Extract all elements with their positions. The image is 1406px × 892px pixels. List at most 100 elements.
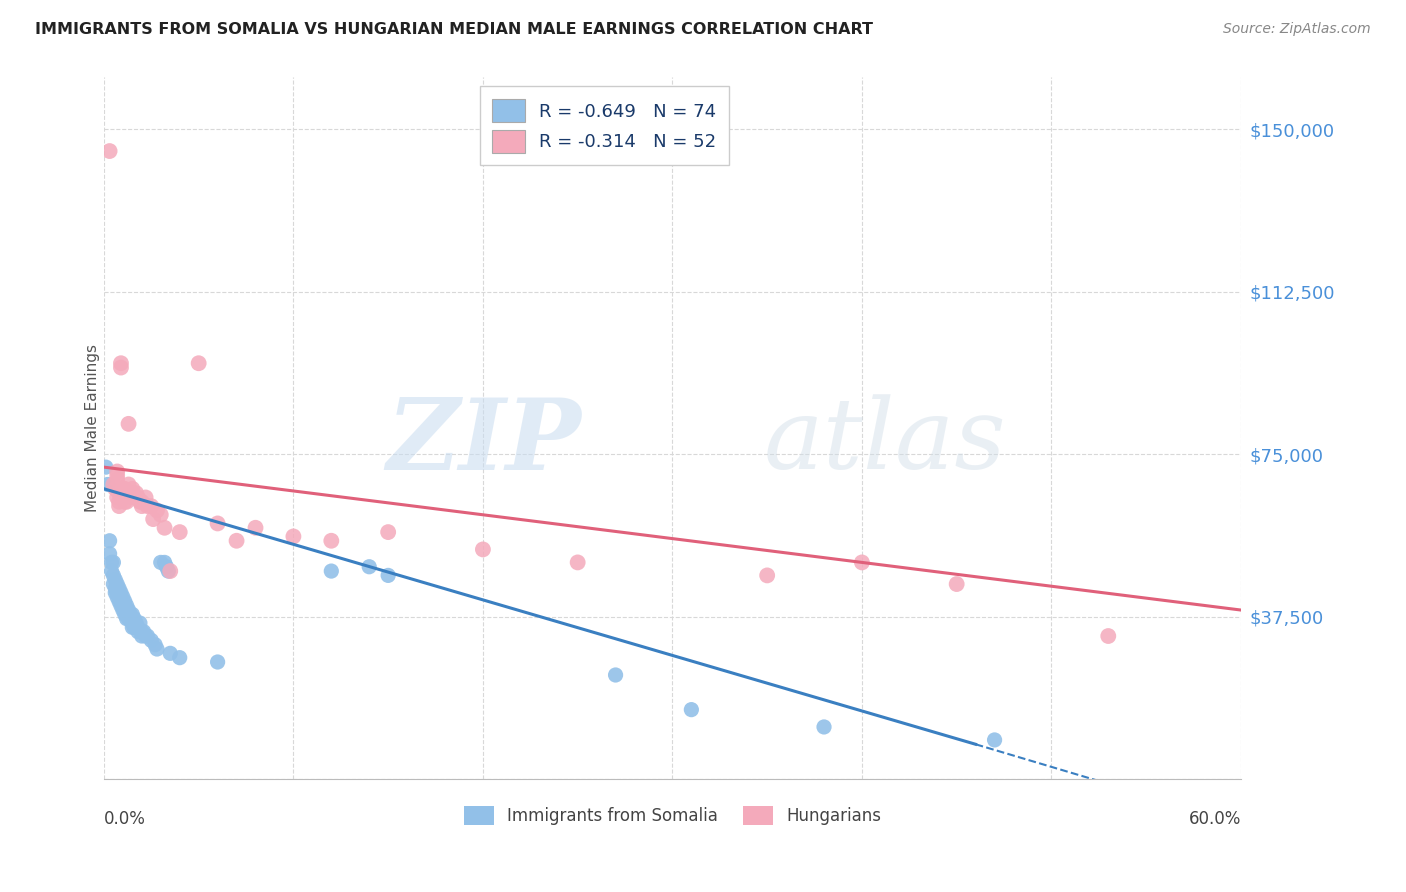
Point bbox=[1097, 629, 1119, 643]
Point bbox=[283, 529, 305, 543]
Text: Source: ZipAtlas.com: Source: ZipAtlas.com bbox=[1223, 22, 1371, 37]
Point bbox=[108, 495, 131, 509]
Point bbox=[122, 615, 145, 630]
Text: ZIP: ZIP bbox=[387, 394, 582, 491]
Point bbox=[135, 629, 157, 643]
Point bbox=[121, 482, 143, 496]
Point bbox=[111, 491, 134, 505]
Point bbox=[605, 668, 627, 682]
Point bbox=[136, 499, 159, 513]
Point bbox=[169, 525, 191, 540]
Point bbox=[129, 495, 152, 509]
Legend: Immigrants from Somalia, Hungarians: Immigrants from Somalia, Hungarians bbox=[456, 797, 890, 834]
Point bbox=[108, 585, 131, 599]
Point bbox=[321, 533, 343, 548]
Text: IMMIGRANTS FROM SOMALIA VS HUNGARIAN MEDIAN MALE EARNINGS CORRELATION CHART: IMMIGRANTS FROM SOMALIA VS HUNGARIAN MED… bbox=[35, 22, 873, 37]
Point bbox=[115, 607, 138, 622]
Point bbox=[111, 599, 134, 613]
Point bbox=[105, 473, 128, 487]
Point bbox=[125, 486, 148, 500]
Point bbox=[111, 594, 134, 608]
Point bbox=[159, 646, 181, 660]
Point bbox=[114, 491, 136, 505]
Point bbox=[127, 620, 149, 634]
Point bbox=[567, 556, 589, 570]
Point bbox=[127, 491, 149, 505]
Point bbox=[120, 486, 142, 500]
Point bbox=[155, 559, 177, 574]
Point bbox=[114, 603, 136, 617]
Point bbox=[104, 482, 127, 496]
Point bbox=[131, 495, 153, 509]
Point bbox=[115, 612, 138, 626]
Point bbox=[121, 620, 143, 634]
Point bbox=[121, 486, 143, 500]
Point bbox=[471, 542, 494, 557]
Point bbox=[120, 607, 142, 622]
Point bbox=[149, 556, 172, 570]
Point bbox=[813, 720, 835, 734]
Point bbox=[98, 533, 121, 548]
Point bbox=[153, 521, 176, 535]
Point bbox=[105, 468, 128, 483]
Point bbox=[111, 603, 134, 617]
Point bbox=[100, 564, 122, 578]
Point bbox=[321, 564, 343, 578]
Point bbox=[131, 499, 153, 513]
Point bbox=[121, 615, 143, 630]
Point bbox=[117, 417, 139, 431]
Point bbox=[129, 615, 152, 630]
Point bbox=[103, 568, 125, 582]
Point bbox=[127, 624, 149, 639]
Point bbox=[110, 360, 132, 375]
Y-axis label: Median Male Earnings: Median Male Earnings bbox=[86, 344, 100, 512]
Point bbox=[108, 594, 131, 608]
Point bbox=[131, 624, 153, 639]
Point bbox=[125, 620, 148, 634]
Text: atlas: atlas bbox=[763, 394, 1007, 490]
Point bbox=[110, 594, 132, 608]
Point bbox=[122, 620, 145, 634]
Point bbox=[105, 590, 128, 604]
Point bbox=[104, 582, 127, 596]
Point bbox=[98, 144, 121, 158]
Point bbox=[157, 564, 180, 578]
Point bbox=[149, 508, 172, 522]
Point bbox=[110, 599, 132, 613]
Point bbox=[108, 499, 131, 513]
Point bbox=[114, 594, 136, 608]
Point bbox=[110, 585, 132, 599]
Point bbox=[104, 573, 127, 587]
Point bbox=[111, 482, 134, 496]
Point bbox=[114, 495, 136, 509]
Point bbox=[111, 590, 134, 604]
Point bbox=[143, 638, 166, 652]
Point bbox=[135, 491, 157, 505]
Point bbox=[108, 590, 131, 604]
Point bbox=[103, 556, 125, 570]
Point bbox=[207, 516, 229, 531]
Point bbox=[117, 607, 139, 622]
Point bbox=[103, 577, 125, 591]
Point bbox=[153, 556, 176, 570]
Point bbox=[121, 607, 143, 622]
Text: 60.0%: 60.0% bbox=[1188, 811, 1241, 829]
Point bbox=[114, 607, 136, 622]
Point bbox=[377, 525, 399, 540]
Point bbox=[169, 650, 191, 665]
Point bbox=[110, 590, 132, 604]
Point bbox=[108, 582, 131, 596]
Point bbox=[132, 624, 155, 639]
Point bbox=[359, 559, 381, 574]
Point bbox=[122, 491, 145, 505]
Point bbox=[120, 612, 142, 626]
Point bbox=[945, 577, 967, 591]
Point bbox=[94, 460, 117, 475]
Point bbox=[97, 477, 120, 491]
Point bbox=[115, 599, 138, 613]
Point bbox=[114, 482, 136, 496]
Point bbox=[756, 568, 779, 582]
Point bbox=[159, 564, 181, 578]
Point bbox=[114, 599, 136, 613]
Point bbox=[104, 585, 127, 599]
